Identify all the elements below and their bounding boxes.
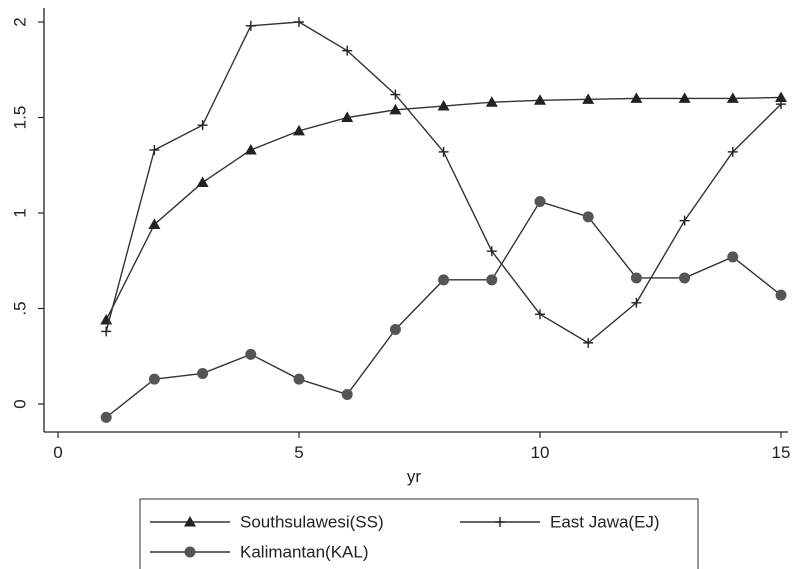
x-tick-label: 0 [53, 443, 62, 462]
plus-marker [245, 20, 256, 31]
x-tick-label: 5 [294, 443, 303, 462]
circle-marker [184, 546, 196, 558]
plus-marker [486, 246, 497, 257]
circle-marker [727, 251, 739, 263]
plot-area: 0 .5 1 1.5 2 0 5 10 15 [11, 8, 790, 462]
circle-marker [486, 274, 498, 286]
x-tick-label: 10 [531, 443, 550, 462]
legend-item: Southsulawesi(SS) [150, 513, 384, 532]
legend: Southsulawesi(SS) East Jawa(EJ) Kalimantan… [139, 498, 699, 569]
triangle-marker [244, 143, 257, 155]
series-plus [101, 17, 786, 348]
triangle-marker [437, 100, 450, 111]
series-line [105, 96, 782, 321]
circle-marker [679, 272, 691, 284]
plus-marker [631, 297, 642, 308]
series-line [105, 21, 782, 344]
y-tick-label: 1.5 [11, 106, 30, 130]
plus-marker [679, 215, 690, 226]
plus-marker [495, 517, 505, 527]
x-tick-label: 15 [772, 443, 791, 462]
legend-item: Kalimantan(KAL) [150, 543, 369, 562]
circle-marker [293, 373, 305, 385]
legend-box [139, 498, 699, 569]
plus-marker [727, 146, 738, 157]
triangle-marker [678, 92, 691, 103]
plus-marker [149, 144, 160, 155]
circle-marker [341, 388, 353, 400]
triangle-marker [184, 516, 196, 527]
triangle-marker [582, 93, 595, 104]
triangle-marker [293, 124, 305, 136]
triangle-marker [341, 111, 354, 122]
plus-marker [197, 120, 208, 131]
circle-marker [197, 367, 209, 379]
triangle-marker [389, 103, 402, 115]
triangle-marker [196, 176, 209, 187]
legend-label: East Jawa(EJ) [550, 513, 660, 532]
circle-marker [148, 373, 160, 385]
series-triangle [100, 91, 787, 325]
circle-marker [582, 211, 594, 223]
plus-marker [583, 337, 594, 348]
plus-marker [294, 17, 304, 27]
circle-marker [630, 272, 642, 284]
circle-marker [245, 348, 257, 360]
legend-label: Southsulawesi(SS) [240, 513, 384, 532]
x-axis-ticks: 0 5 10 15 [53, 432, 790, 462]
circle-marker [389, 324, 401, 336]
triangle-marker [534, 94, 546, 105]
triangle-marker [148, 218, 161, 229]
circle-marker [438, 274, 450, 286]
legend-item: East Jawa(EJ) [460, 513, 660, 532]
circle-marker [775, 289, 787, 301]
legend-label: Kalimantan(KAL) [240, 543, 369, 562]
series-circle [100, 196, 787, 423]
y-tick-label: .5 [11, 301, 30, 315]
triangle-marker [630, 92, 643, 103]
plus-marker [101, 326, 112, 337]
triangle-marker [726, 92, 739, 103]
y-axis-ticks: 0 .5 1 1.5 2 [11, 17, 44, 409]
circle-marker [100, 411, 112, 423]
plus-marker [390, 89, 401, 100]
plus-marker [438, 146, 449, 157]
plus-marker [535, 309, 545, 320]
series-layer [100, 17, 787, 423]
circle-marker [534, 196, 546, 208]
plus-marker [342, 45, 353, 56]
y-tick-label: 0 [11, 399, 30, 408]
plus-marker [776, 99, 786, 110]
triangle-marker [485, 96, 498, 107]
y-tick-label: 2 [11, 17, 30, 26]
series-line [105, 200, 782, 418]
triangle-marker [775, 91, 787, 102]
x-axis-title: yr [407, 467, 422, 486]
y-tick-label: 1 [11, 208, 30, 217]
legend-items: Southsulawesi(SS) East Jawa(EJ) Kalimantan… [150, 513, 660, 562]
